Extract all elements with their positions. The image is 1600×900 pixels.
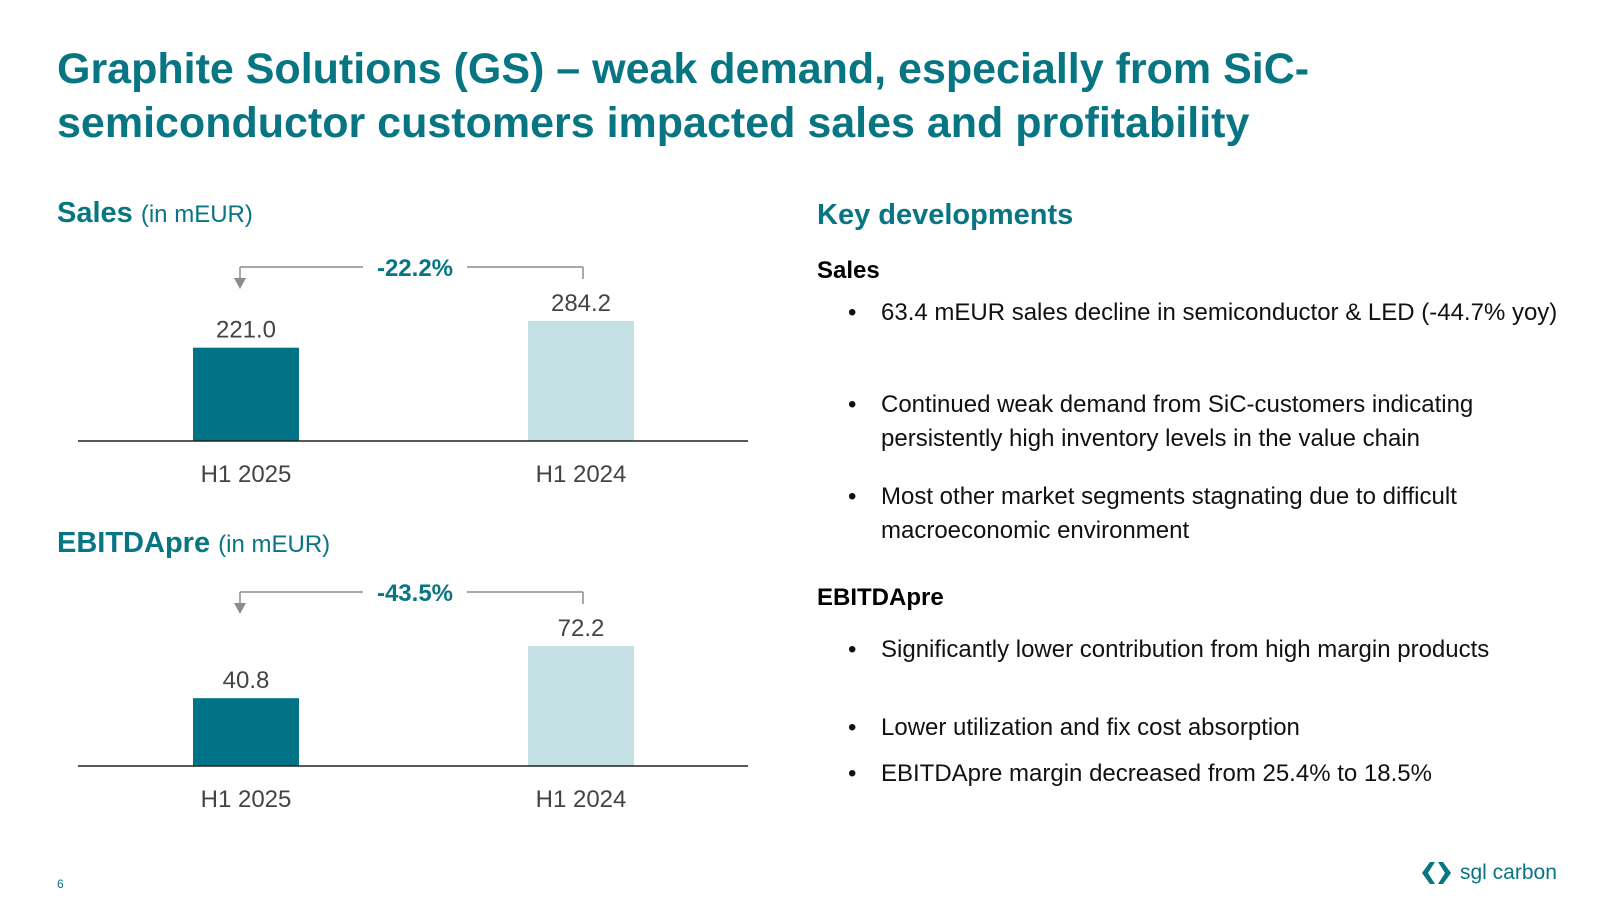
bar-0 (193, 347, 299, 441)
bar-value-label: 40.8 (223, 667, 270, 694)
ebitda-chart-unit: (in mEUR) (218, 531, 331, 558)
ebitda-chart-title: EBITDApre (57, 527, 211, 559)
change-percent-label: -22.2% (377, 255, 453, 282)
list-item: 63.4 mEUR sales decline in semiconductor… (848, 296, 1571, 330)
bar-1 (528, 646, 634, 766)
key-developments-heading: Key developments (817, 199, 1074, 231)
sales-chart-title: Sales (57, 197, 133, 229)
logo-text: sgl carbon (1460, 861, 1557, 884)
sales-chart-heading: Sales (in mEUR) (57, 197, 253, 230)
company-logo: sgl carbon (1420, 858, 1557, 888)
bar-value-label: 221.0 (216, 317, 276, 344)
bar-0 (193, 698, 299, 766)
bar-1 (528, 321, 634, 441)
list-item: Significantly lower contribution from hi… (848, 633, 1571, 667)
sgl-chevrons-icon (1422, 862, 1451, 884)
arrow-head (234, 603, 246, 614)
page-number: 6 (57, 877, 64, 891)
sales-chart-unit: (in mEUR) (140, 201, 253, 228)
bar-value-label: 284.2 (551, 290, 611, 317)
list-item: EBITDApre margin decreased from 25.4% to… (848, 757, 1571, 791)
category-label: H1 2024 (536, 786, 627, 813)
list-item: Most other market segments stagnating du… (848, 480, 1571, 548)
page-title: Graphite Solutions (GS) – weak demand, e… (57, 45, 1310, 147)
list-item: Lower utilization and fix cost absorptio… (848, 711, 1571, 745)
category-label: H1 2025 (201, 461, 292, 488)
category-label: H1 2025 (201, 786, 292, 813)
bar-value-label: 72.2 (558, 615, 605, 642)
sales-subheading: Sales (817, 257, 880, 284)
change-percent-label: -43.5% (377, 580, 453, 607)
sales-chart: 221.0 H1 2025 284.2 H1 2024 -22.2% (57, 245, 777, 505)
ebitda-chart: 40.8 H1 2025 72.2 H1 2024 -43.5% (57, 570, 777, 830)
ebitda-subheading: EBITDApre (817, 584, 944, 611)
change-arrow (234, 591, 584, 614)
arrow-head (234, 278, 246, 289)
change-arrow (234, 266, 584, 289)
ebitda-chart-heading: EBITDApre (in mEUR) (57, 527, 330, 560)
list-item: Continued weak demand from SiC-customers… (848, 388, 1571, 456)
category-label: H1 2024 (536, 461, 627, 488)
